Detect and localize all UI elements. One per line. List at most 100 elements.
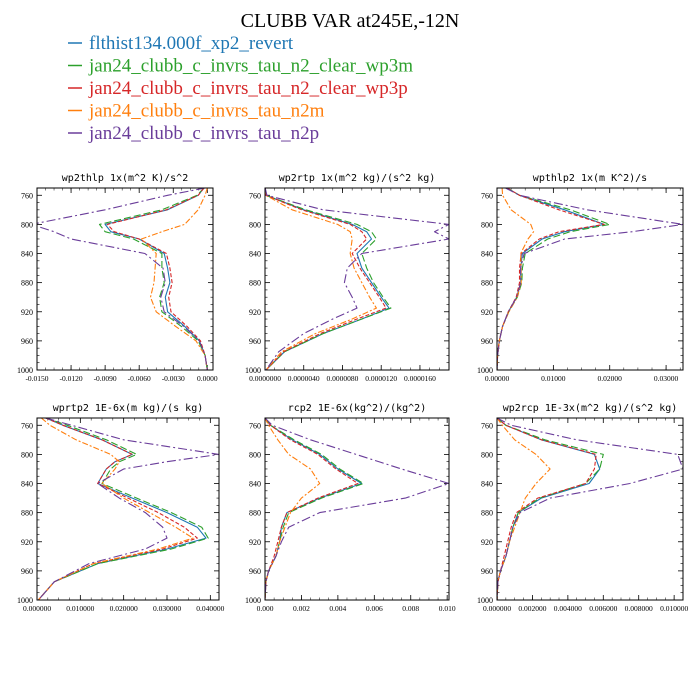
x-tick-label: 0.0000: [197, 374, 218, 383]
series-line: [497, 418, 551, 600]
x-tick-label: 0.010000: [66, 604, 94, 613]
series-line: [265, 188, 377, 370]
x-tick-label: 0.0000080: [327, 374, 359, 383]
series-line: [497, 418, 604, 600]
panel-6: wp2rcp 1E-3x(m^2 kg)/(s^2 kg) 760 800 840 88…: [477, 403, 688, 613]
y-tick-label: 960: [21, 567, 33, 576]
series-group: [265, 418, 449, 600]
y-tick-label: 840: [481, 250, 493, 259]
y-tick-label: 920: [21, 538, 33, 547]
series-line: [37, 418, 207, 600]
panel-title: wp2rtp 1x(m^2 kg)/(s^2 kg): [279, 173, 436, 184]
series-line: [37, 418, 198, 600]
series-line: [37, 188, 208, 370]
series-group: [497, 188, 683, 370]
y-tick-label: 880: [21, 509, 33, 518]
y-tick-label: 760: [21, 191, 33, 200]
panel-title: wpthlp2 1x(m K^2)/s: [533, 173, 647, 184]
y-tick-label: 1000: [245, 366, 261, 375]
series-group: [37, 188, 208, 370]
x-tick-label: 0.000000: [23, 604, 51, 613]
series-line: [497, 188, 535, 370]
panel-title: wp2rcp 1E-3x(m^2 kg)/(s^2 kg): [503, 403, 678, 414]
y-tick-label: 880: [481, 509, 493, 518]
series-line: [140, 188, 208, 370]
legend-item: jan24_clubb_c_invrs_tau_n2p: [68, 123, 319, 144]
y-tick-label: 1000: [17, 366, 33, 375]
legend-item: jan24_clubb_c_invrs_tau_n2m: [68, 101, 325, 122]
y-tick-label: 960: [481, 567, 493, 576]
y-tick-label: 800: [481, 450, 493, 459]
y-tick-label: 960: [481, 337, 493, 346]
y-tick-label: 800: [21, 450, 33, 459]
y-tick-label: 920: [21, 308, 33, 317]
series-line: [265, 418, 359, 600]
x-tick-label: 0.030000: [153, 604, 181, 613]
series-group: [265, 188, 449, 370]
y-tick-label: 880: [249, 509, 261, 518]
legend-label: jan24_clubb_c_invrs_tau_n2_clear_wp3m: [88, 56, 413, 77]
series-line: [497, 188, 611, 370]
y-tick-label: 760: [481, 191, 493, 200]
x-tick-label: 0.03000: [654, 374, 679, 383]
x-tick-label: 0.01000: [541, 374, 566, 383]
x-tick-label: -0.0150: [25, 374, 48, 383]
y-tick-label: 800: [249, 450, 261, 459]
panel-2: wp2rtp 1x(m^2 kg)/(s^2 kg) 760 800 840 880 92…: [245, 173, 450, 383]
y-tick-label: 1000: [17, 596, 33, 605]
x-tick-label: 0.0000160: [404, 374, 436, 383]
series-line: [104, 188, 208, 370]
figure-title: CLUBB VAR at245E,-12N: [241, 10, 460, 32]
y-tick-label: 880: [481, 279, 493, 288]
x-tick-label: 0.002: [293, 604, 310, 613]
x-tick-label: 0.002000: [518, 604, 546, 613]
y-tick-label: 1000: [477, 366, 493, 375]
panel-4: wprtp2 1E-6x(m kg)/(s kg) 760 800 840 880 920…: [17, 403, 225, 613]
y-tick-label: 880: [21, 279, 33, 288]
series-line: [497, 418, 601, 600]
series-line: [265, 418, 449, 600]
series-line: [265, 188, 390, 370]
x-tick-label: -0.0030: [162, 374, 185, 383]
y-tick-label: 800: [21, 220, 33, 229]
y-tick-label: 760: [21, 421, 33, 430]
legend-label: jan24_clubb_c_invrs_tau_n2p: [88, 123, 319, 144]
legend-label: flthist134.000f_xp2_revert: [89, 33, 294, 54]
series-line: [265, 188, 392, 370]
y-tick-label: 840: [249, 480, 261, 489]
y-tick-label: 840: [21, 480, 33, 489]
series-line: [265, 188, 449, 370]
legend-label: jan24_clubb_c_invrs_tau_n2_clear_wp3p: [88, 78, 408, 99]
y-tick-label: 800: [249, 220, 261, 229]
y-tick-label: 760: [481, 421, 493, 430]
x-tick-label: -0.0120: [60, 374, 83, 383]
series-line: [37, 418, 194, 600]
x-tick-label: -0.0090: [94, 374, 117, 383]
panel-5: rcp2 1E-6x(kg^2)/(kg^2) 760 800 840 880 920 96…: [245, 403, 456, 613]
plot-frame: [264, 187, 450, 371]
y-tick-label: 1000: [245, 596, 261, 605]
legend-item: flthist134.000f_xp2_revert: [68, 33, 294, 54]
series-line: [497, 418, 597, 600]
x-tick-label: 0.0000120: [365, 374, 397, 383]
series-line: [265, 418, 321, 600]
series-line: [37, 418, 219, 600]
plot-frame: [496, 417, 684, 601]
y-tick-label: 920: [481, 538, 493, 547]
plot-frame: [36, 187, 214, 371]
panel-3: wpthlp2 1x(m K^2)/s 760 800 840 880 920 960 100…: [477, 173, 684, 383]
series-line: [265, 418, 364, 600]
x-tick-label: 0.010000: [660, 604, 688, 613]
x-tick-label: 0.040000: [196, 604, 224, 613]
x-tick-label: 0.02000: [598, 374, 623, 383]
series-line: [497, 188, 605, 370]
x-tick-label: -0.0060: [128, 374, 151, 383]
series-line: [265, 418, 363, 600]
legend-item: jan24_clubb_c_invrs_tau_n2_clear_wp3m: [68, 56, 413, 77]
y-tick-label: 920: [249, 308, 261, 317]
y-tick-label: 760: [249, 191, 261, 200]
series-group: [37, 418, 219, 600]
y-tick-label: 760: [249, 421, 261, 430]
panel-title: wp2thlp 1x(m^2 K)/s^2: [62, 173, 188, 184]
